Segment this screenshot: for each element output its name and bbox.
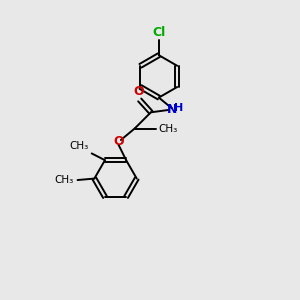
Text: CH₃: CH₃ bbox=[54, 175, 73, 185]
Text: CH₃: CH₃ bbox=[69, 141, 88, 152]
Text: O: O bbox=[133, 85, 143, 98]
Text: N: N bbox=[167, 103, 177, 116]
Text: Cl: Cl bbox=[152, 26, 166, 39]
Text: H: H bbox=[174, 103, 183, 112]
Text: O: O bbox=[113, 135, 124, 148]
Text: CH₃: CH₃ bbox=[159, 124, 178, 134]
